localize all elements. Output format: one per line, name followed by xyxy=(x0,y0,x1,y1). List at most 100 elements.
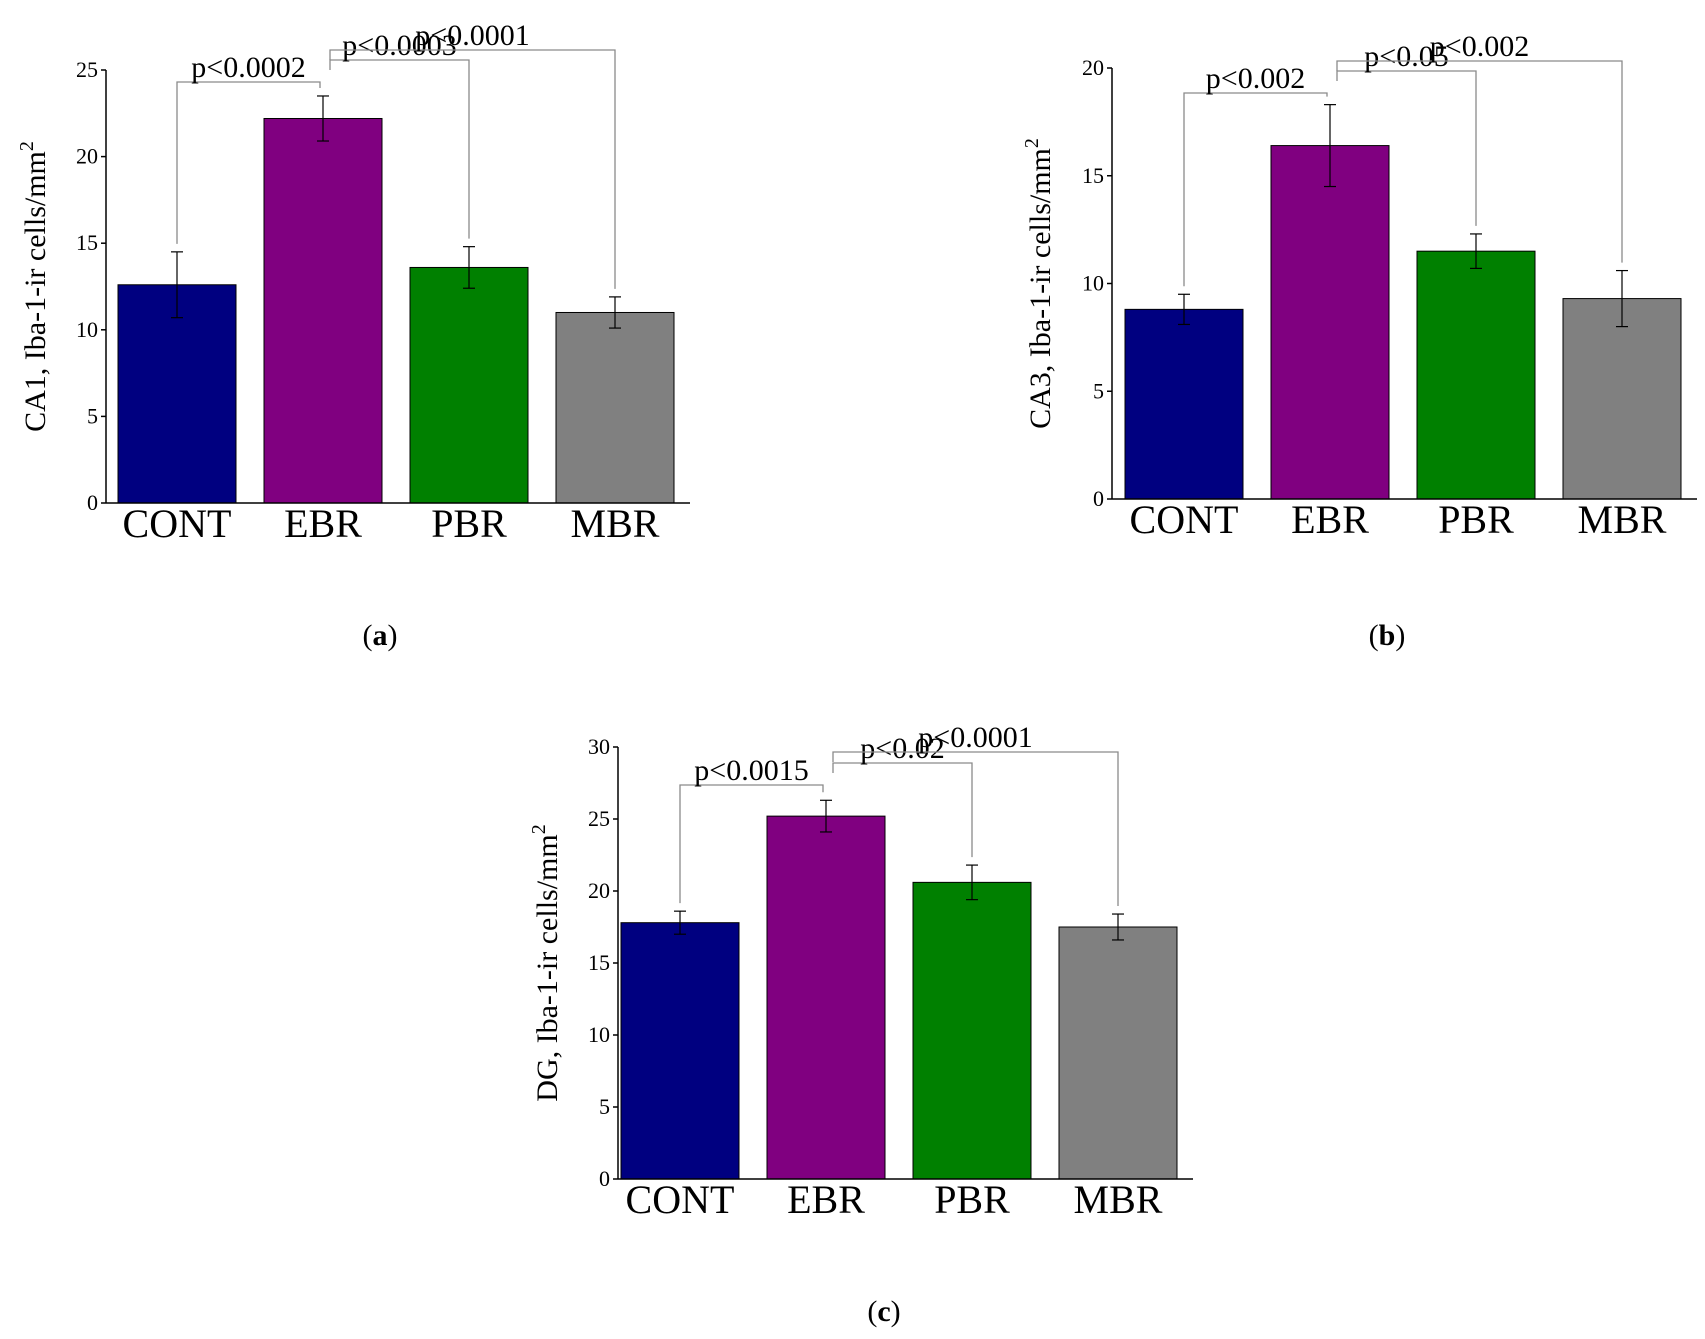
panel-label-close: ) xyxy=(891,1295,901,1328)
bracket-line xyxy=(1183,92,1328,287)
bar-cont xyxy=(1124,308,1244,500)
y-axis-title-superscript: 2 xyxy=(528,824,550,834)
error-bar-pbr xyxy=(463,246,475,289)
significance-bracket-ebr-pbr: p<0.02 xyxy=(832,732,973,858)
bar-ebr xyxy=(766,815,886,1180)
x-tick-label-cont: CONT xyxy=(123,501,232,546)
x-tick-label-ebr: EBR xyxy=(284,501,362,546)
panel-label-a: (a) xyxy=(363,619,398,652)
bar-pbr xyxy=(912,881,1032,1180)
y-axis-title-superscript: 2 xyxy=(1021,138,1043,148)
y-tick-label: 10 xyxy=(76,317,98,342)
bar-cont xyxy=(620,922,740,1180)
error-bar-cont xyxy=(674,910,686,935)
x-tick-label-cont: CONT xyxy=(626,1177,735,1222)
panel-label-close: ) xyxy=(1395,619,1405,652)
panel-label-letter: a xyxy=(373,619,388,652)
bar-cont xyxy=(117,284,237,504)
p-value-label: p<0.0001 xyxy=(415,19,529,52)
significance-bracket-cont-ebr: p<0.0002 xyxy=(176,51,321,244)
p-value-label: p<0.0001 xyxy=(918,721,1032,754)
y-tick-label: 20 xyxy=(1082,55,1104,80)
panel-label-b: (b) xyxy=(1369,619,1406,652)
significance-bracket-ebr-mbr: p<0.002 xyxy=(1336,30,1623,263)
y-tick-label: 5 xyxy=(1093,378,1104,403)
error-bar-ebr xyxy=(820,799,832,833)
significance-bracket-cont-ebr: p<0.0015 xyxy=(679,754,824,904)
bracket-line xyxy=(329,49,616,289)
x-tick-label-cont: CONT xyxy=(1130,497,1239,542)
p-value-label: p<0.05 xyxy=(1364,40,1448,73)
p-value-label: p<0.002 xyxy=(1430,30,1529,63)
p-value-label: p<0.02 xyxy=(860,732,944,765)
panel-label-open: ( xyxy=(867,1295,877,1328)
bar-pbr xyxy=(1416,250,1536,500)
bracket-line xyxy=(1336,60,1623,263)
bar-ebr xyxy=(1270,145,1390,500)
y-axis-title: DG, Iba-1-ir cells/mm2 xyxy=(528,824,564,1101)
y-tick-label: 5 xyxy=(87,403,98,428)
chart-panel-b: 0 5 10 15 20 CONT EBR PBR MBR CA3, Iba-1-ir cells… xyxy=(1021,30,1697,652)
significance-bracket-ebr-mbr: p<0.0001 xyxy=(329,19,616,289)
significance-bracket-ebr-pbr: p<0.05 xyxy=(1336,40,1477,226)
y-tick-label: 15 xyxy=(588,950,610,975)
panel-label-letter: c xyxy=(877,1295,890,1328)
chart-panel-c: 0 5 10 15 20 25 30 CONT EBR PBR MBR DG, Iba-1-ir ce… xyxy=(528,721,1193,1328)
significance-bracket-cont-ebr: p<0.002 xyxy=(1183,62,1328,287)
error-bar-mbr xyxy=(1112,913,1124,941)
y-tick-label: 30 xyxy=(588,734,610,759)
error-bar-mbr xyxy=(609,296,621,329)
error-bar-cont xyxy=(1178,293,1190,326)
y-tick-label: 25 xyxy=(76,57,98,82)
x-tick-label-pbr: PBR xyxy=(1438,497,1514,542)
bar-ebr xyxy=(263,117,383,504)
error-bar-cont xyxy=(171,251,183,319)
p-value-label: p<0.0003 xyxy=(342,29,456,62)
y-tick-label: 20 xyxy=(588,878,610,903)
bar-mbr xyxy=(555,311,675,504)
y-tick-label: 20 xyxy=(76,144,98,169)
y-tick-label: 25 xyxy=(588,806,610,831)
bracket-line xyxy=(832,751,1119,907)
bar-mbr xyxy=(1058,926,1178,1180)
bracket-line xyxy=(176,81,321,244)
bracket-line xyxy=(1336,70,1477,226)
y-axis-title-text: CA3, Iba-1-ir cells/mm xyxy=(1024,148,1057,429)
y-tick-label: 0 xyxy=(1093,486,1104,511)
error-bar-pbr xyxy=(966,864,978,901)
x-tick-label-mbr: MBR xyxy=(1074,1177,1163,1222)
y-tick-label: 10 xyxy=(588,1022,610,1047)
y-tick-label: 15 xyxy=(1082,163,1104,188)
p-value-label: p<0.002 xyxy=(1206,62,1305,95)
p-value-label: p<0.0015 xyxy=(694,754,808,787)
error-bar-ebr xyxy=(1324,104,1336,188)
panel-label-open: ( xyxy=(363,619,373,652)
bracket-line xyxy=(679,784,824,904)
x-tick-label-ebr: EBR xyxy=(787,1177,865,1222)
x-tick-label-ebr: EBR xyxy=(1291,497,1369,542)
y-axis-title-text: CA1, Iba-1-ir cells/mm xyxy=(19,151,52,432)
significance-bracket-ebr-pbr: p<0.0003 xyxy=(329,29,470,239)
x-tick-label-mbr: MBR xyxy=(1578,497,1667,542)
y-axis-title: CA3, Iba-1-ir cells/mm2 xyxy=(1021,138,1057,429)
y-tick-label: 0 xyxy=(599,1166,610,1191)
panel-label-c: (c) xyxy=(867,1295,900,1328)
significance-bracket-ebr-mbr: p<0.0001 xyxy=(832,721,1119,907)
y-axis-title: CA1, Iba-1-ir cells/mm2 xyxy=(16,141,52,432)
p-value-label: p<0.0002 xyxy=(191,51,305,84)
error-bar-ebr xyxy=(317,95,329,142)
bracket-line xyxy=(329,59,470,239)
y-axis-title-text: DG, Iba-1-ir cells/mm xyxy=(531,834,564,1101)
y-tick-label: 0 xyxy=(87,490,98,515)
bracket-line xyxy=(832,762,973,858)
error-bar-mbr xyxy=(1616,269,1628,328)
x-tick-label-pbr: PBR xyxy=(431,501,507,546)
error-bar-pbr xyxy=(1470,233,1482,270)
panel-label-close: ) xyxy=(388,619,398,652)
y-tick-label: 5 xyxy=(599,1094,610,1119)
y-tick-label: 15 xyxy=(76,230,98,255)
panel-label-open: ( xyxy=(1369,619,1379,652)
chart-panel-a: 0 5 10 15 20 25 CONT EBR PBR MBR CA1, Iba-1-ir cel… xyxy=(16,19,690,652)
x-tick-label-mbr: MBR xyxy=(571,501,660,546)
